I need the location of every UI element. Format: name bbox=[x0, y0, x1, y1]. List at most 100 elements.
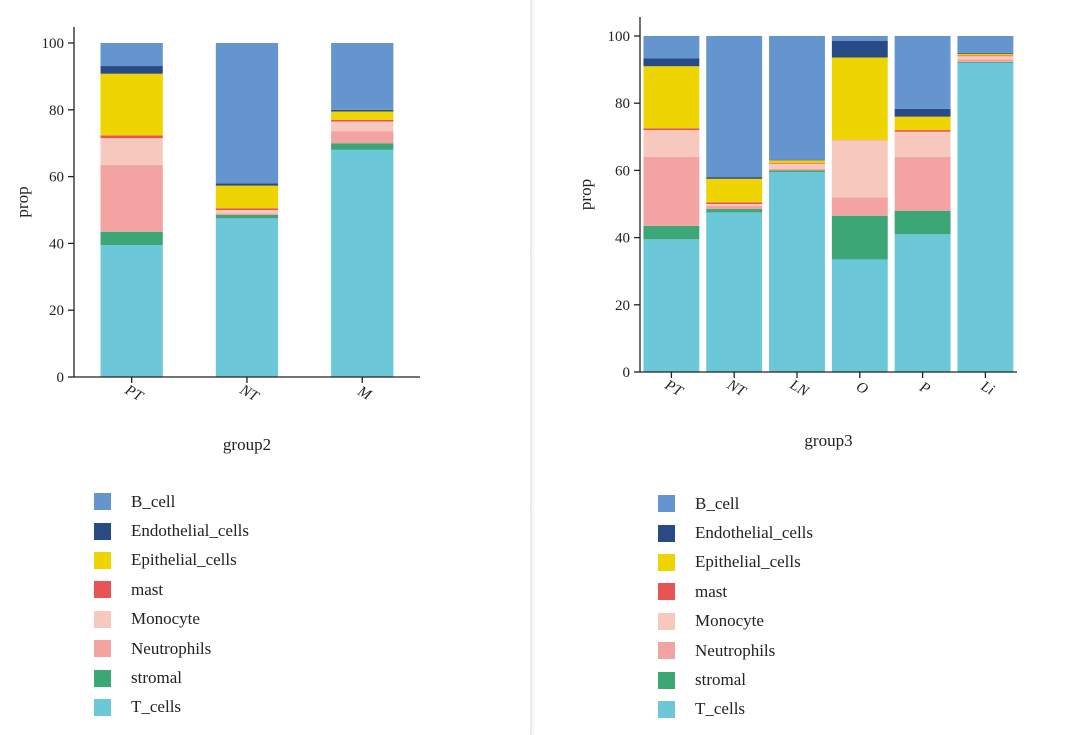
bar-P-B_cell bbox=[894, 36, 951, 109]
y-tick-label-80: 80 bbox=[615, 96, 630, 112]
legend-label: Monocyte bbox=[131, 609, 200, 629]
bar-PT-Endothelial_cells bbox=[100, 66, 163, 74]
bar-NT-Epithelial_cells bbox=[215, 185, 279, 209]
bar-Li-T_cells bbox=[957, 62, 1014, 372]
bar-O-Neutrophils bbox=[831, 197, 888, 216]
legend-item-B_cell: B_cell bbox=[658, 489, 813, 518]
bar-M-T_cells bbox=[331, 149, 394, 377]
bar-M-Neutrophils bbox=[331, 131, 394, 144]
y-tick-label-40: 40 bbox=[615, 231, 630, 247]
bar-O-B_cell bbox=[831, 36, 888, 41]
bar-LN-Monocyte bbox=[769, 163, 825, 169]
bar-P-stromal bbox=[894, 210, 951, 235]
panel-divider bbox=[530, 0, 536, 735]
legend-label: B_cell bbox=[131, 491, 176, 511]
legend-label: Monocyte bbox=[695, 611, 764, 631]
legend-item-Endothelial_cells: Endothelial_cells bbox=[94, 516, 249, 545]
bar-LN-B_cell bbox=[769, 36, 825, 160]
bar-P-mast bbox=[894, 130, 951, 132]
legend-item-Epithelial_cells: Epithelial_cells bbox=[658, 548, 813, 577]
legend-item-stromal: stromal bbox=[94, 663, 249, 692]
legend-swatch bbox=[658, 612, 675, 630]
bar-P-Monocyte bbox=[894, 131, 951, 157]
bar-PT-Epithelial_cells bbox=[643, 66, 700, 129]
bar-NT-stromal bbox=[706, 209, 763, 213]
bar-PT-Endothelial_cells bbox=[643, 58, 700, 67]
bar-LN-Neutrophils bbox=[769, 168, 825, 171]
bar-NT-Endothelial_cells bbox=[706, 177, 763, 179]
bar-NT-Monocyte bbox=[706, 204, 763, 206]
x-tick-label-P: P bbox=[916, 379, 933, 398]
y-tick-label-60: 60 bbox=[615, 163, 630, 179]
legend-item-Neutrophils: Neutrophils bbox=[658, 636, 813, 665]
y-tick-label-60: 60 bbox=[49, 170, 64, 186]
legend-swatch bbox=[94, 698, 111, 716]
x-tick-label-Li: Li bbox=[977, 378, 997, 399]
x-tick-label-M: M bbox=[354, 383, 375, 404]
bar-LN-Endothelial_cells bbox=[769, 159, 825, 161]
bar-PT-Monocyte bbox=[643, 130, 700, 157]
legend-swatch bbox=[658, 642, 675, 660]
legend-item-mast: mast bbox=[658, 577, 813, 606]
legend-swatch bbox=[94, 493, 111, 511]
bar-M-mast bbox=[331, 119, 394, 122]
bar-PT-B_cell bbox=[100, 43, 163, 67]
legend-item-mast: mast bbox=[94, 575, 249, 604]
bar-M-Epithelial_cells bbox=[331, 111, 394, 120]
bar-M-stromal bbox=[331, 143, 394, 150]
legend-item-T_cells: T_cells bbox=[658, 695, 813, 724]
legend-label: mast bbox=[695, 581, 728, 601]
legend-swatch bbox=[658, 553, 675, 571]
bar-LN-T_cells bbox=[769, 172, 825, 372]
legend-swatch bbox=[94, 522, 111, 540]
x-tick-label-PT: PT bbox=[121, 382, 146, 406]
y-tick-label-0: 0 bbox=[57, 370, 65, 386]
bar-Li-Endothelial_cells bbox=[957, 52, 1014, 54]
bar-O-Monocyte bbox=[831, 140, 888, 198]
legend-label: Epithelial_cells bbox=[695, 552, 801, 572]
x-tick-label-NT: NT bbox=[723, 377, 749, 401]
legend-item-Endothelial_cells: Endothelial_cells bbox=[658, 518, 813, 547]
bar-PT-Monocyte bbox=[100, 138, 163, 165]
x-tick-label-PT: PT bbox=[661, 377, 686, 401]
bar-M-Endothelial_cells bbox=[331, 109, 394, 112]
legend-label: Neutrophils bbox=[131, 638, 212, 658]
bar-PT-mast bbox=[643, 128, 700, 131]
bar-M-B_cell bbox=[331, 43, 394, 110]
bar-P-Endothelial_cells bbox=[894, 108, 951, 117]
legend-swatch bbox=[94, 640, 111, 658]
x-tick-label-LN: LN bbox=[786, 377, 812, 401]
bar-Li-stromal bbox=[957, 61, 1014, 63]
legend-label: Endothelial_cells bbox=[131, 521, 250, 541]
y-axis-title: prop bbox=[576, 179, 595, 210]
bar-P-Epithelial_cells bbox=[894, 116, 951, 131]
bar-PT-Neutrophils bbox=[100, 164, 163, 232]
legend-label: stromal bbox=[131, 668, 182, 688]
y-tick-label-20: 20 bbox=[615, 298, 630, 314]
bar-NT-Neutrophils bbox=[215, 213, 279, 216]
bar-O-Endothelial_cells bbox=[831, 40, 888, 58]
legend-swatch bbox=[94, 669, 111, 687]
bar-O-T_cells bbox=[831, 259, 888, 372]
chart-group3: 0 20 40 60 80 100 PT NT LN O P Li prop group3 bbox=[576, 17, 1017, 450]
legend-item-stromal: stromal bbox=[658, 665, 813, 694]
legend-item-B_cell: B_cell bbox=[94, 487, 249, 516]
legend-label: Epithelial_cells bbox=[131, 550, 237, 570]
y-tick-label-40: 40 bbox=[49, 236, 64, 252]
bar-NT-Monocyte bbox=[215, 210, 279, 214]
legend-item-Monocyte: Monocyte bbox=[658, 607, 813, 636]
legend-item-Monocyte: Monocyte bbox=[94, 605, 249, 634]
legend-label: T_cells bbox=[695, 699, 746, 719]
bar-NT-B_cell bbox=[215, 43, 279, 184]
bar-LN-stromal bbox=[769, 170, 825, 173]
legend-label: Neutrophils bbox=[695, 640, 776, 660]
bar-P-T_cells bbox=[894, 234, 951, 372]
x-tick-label-O: O bbox=[853, 379, 871, 398]
bar-NT-Endothelial_cells bbox=[215, 183, 279, 186]
chart-panel-group3: 0 20 40 60 80 100 PT NT LN O P Li prop group3 B_cell E… bbox=[536, 0, 1080, 735]
legend-label: B_cell bbox=[695, 493, 740, 513]
bar-Li-Epithelial_cells bbox=[957, 53, 1014, 56]
